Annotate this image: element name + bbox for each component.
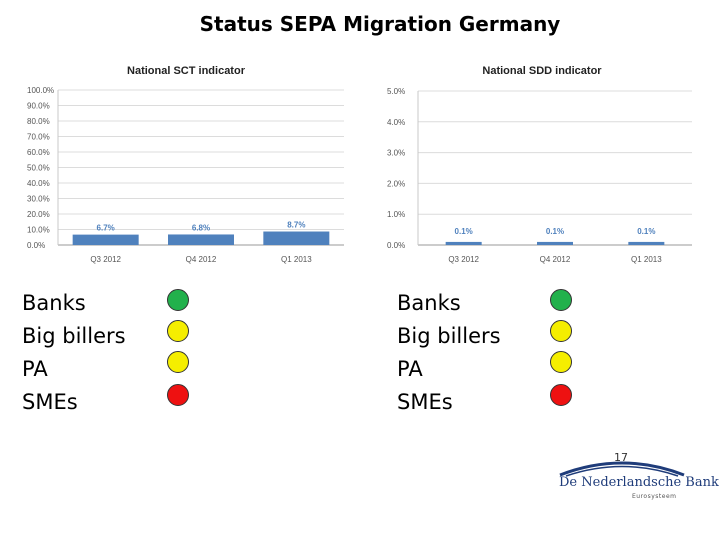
data-label: 0.1%: [546, 227, 564, 236]
y-tick-label: 0.0%: [27, 241, 45, 250]
x-tick-label: Q4 2012: [186, 255, 217, 264]
x-tick-label: Q1 2013: [281, 255, 312, 264]
x-tick-label: Q4 2012: [540, 255, 571, 264]
status-list-right: Banks Big billers PA SMEs: [397, 287, 501, 419]
data-label: 8.7%: [287, 221, 305, 230]
page-title: Status SEPA Migration Germany: [199, 12, 561, 36]
sct-chart-svg: National SCT indicator 0.0% 10.0% 20.0% 30.0…: [27, 65, 344, 264]
data-label: 6.8%: [192, 223, 210, 232]
data-label: 0.1%: [637, 227, 655, 236]
status-light-pa: [167, 351, 189, 373]
status-list-left: Banks Big billers PA SMEs: [22, 287, 126, 419]
y-tick-label: 10.0%: [27, 226, 50, 235]
status-light-banks: [550, 289, 572, 311]
bar: [168, 234, 234, 245]
y-tick-label: 60.0%: [27, 148, 50, 157]
status-label-big-billers: Big billers: [22, 324, 126, 348]
y-tick-label: 70.0%: [27, 133, 50, 142]
status-label-banks: Banks: [22, 291, 86, 315]
logo-arc-icon: [559, 461, 685, 477]
x-tick-label: Q3 2012: [90, 255, 121, 264]
status-label-smes: SMEs: [397, 390, 453, 414]
status-label-pa: PA: [397, 357, 423, 381]
bar: [537, 241, 573, 245]
status-light-big-billers: [550, 320, 572, 342]
y-tick-label: 20.0%: [27, 210, 50, 219]
y-tick-label: 3.0%: [387, 149, 405, 158]
status-label-big-billers: Big billers: [397, 324, 501, 348]
bar: [445, 241, 482, 245]
logo-name: De Nederlandsche Bank: [559, 475, 719, 490]
status-light-pa: [550, 351, 572, 373]
status-label-smes: SMEs: [22, 390, 78, 414]
x-tick-label: Q3 2012: [448, 255, 479, 264]
status-light-smes: [550, 384, 572, 406]
y-tick-label: 5.0%: [387, 87, 405, 96]
y-tick-label: 2.0%: [387, 179, 405, 188]
status-light-smes: [167, 384, 189, 406]
status-label-pa: PA: [22, 357, 48, 381]
status-label-banks: Banks: [397, 291, 461, 315]
y-tick-label: 4.0%: [387, 118, 405, 127]
page-number: 17: [614, 451, 628, 464]
logo-subtitle: Eurosysteem: [632, 493, 677, 500]
y-tick-label: 40.0%: [27, 179, 50, 188]
sdd-chart: National SDD indicator 0.0% 1.0% 2.0% 3.0% 4.…: [360, 60, 710, 270]
chart-title: National SDD indicator: [482, 65, 602, 77]
data-label: 6.7%: [97, 224, 115, 233]
y-tick-label: 1.0%: [387, 210, 405, 219]
bar: [263, 231, 330, 245]
y-tick-label: 90.0%: [27, 102, 50, 111]
y-tick-label: 30.0%: [27, 195, 50, 204]
sdd-chart-svg: National SDD indicator 0.0% 1.0% 2.0% 3.0% 4.…: [387, 65, 692, 264]
status-light-big-billers: [167, 320, 189, 342]
y-tick-label: 80.0%: [27, 117, 50, 126]
y-tick-label: 50.0%: [27, 164, 50, 173]
x-tick-label: Q1 2013: [631, 255, 662, 264]
chart-title: National SCT indicator: [127, 65, 246, 77]
y-tick-label: 0.0%: [387, 241, 405, 250]
dnb-logo: De Nederlandsche Bank Eurosysteem: [552, 455, 719, 515]
bar: [628, 241, 665, 245]
data-label: 0.1%: [455, 227, 473, 236]
y-tick-label: 100.0%: [27, 86, 54, 95]
bar: [72, 234, 139, 245]
sct-chart: National SCT indicator 0.0% 10.0% 20.0% 30.0…: [0, 60, 360, 270]
status-light-banks: [167, 289, 189, 311]
